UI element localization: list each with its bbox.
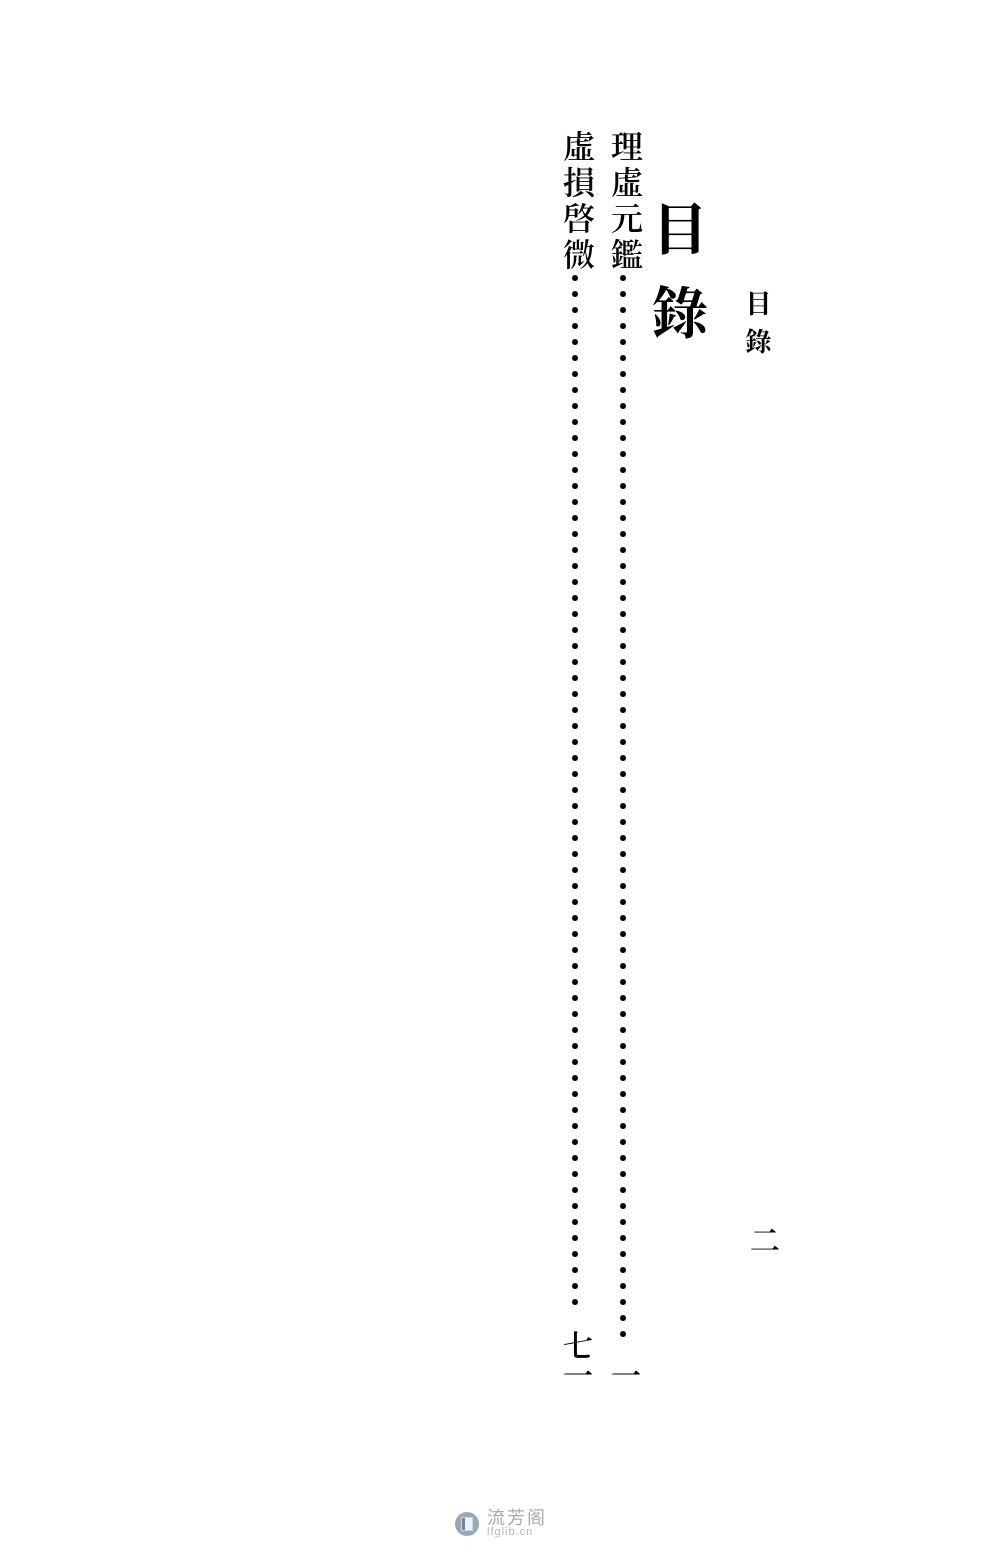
watermark-name: 流芳阁 <box>487 1509 547 1527</box>
page-number: 二 <box>750 1225 780 1255</box>
watermark: 流芳阁 lfglib.cn <box>455 1509 547 1538</box>
toc-entry-title: 理虛元鑑 <box>604 130 650 274</box>
dot-leader <box>572 275 578 1325</box>
dot-leader <box>620 275 626 1355</box>
watermark-text: 流芳阁 lfglib.cn <box>487 1509 547 1538</box>
toc-entry: 理虛元鑑 一 <box>604 130 642 1390</box>
toc-entry-page: 七一 <box>556 1330 600 1390</box>
toc-entry-title: 虛損啓微 <box>556 130 602 274</box>
book-icon <box>455 1512 479 1536</box>
toc-entry: 虛損啓微 七一 <box>556 130 594 1390</box>
toc-entry-page: 一 <box>604 1360 648 1390</box>
page-title: 目錄 <box>652 200 708 368</box>
section-label: 目錄 <box>745 290 771 366</box>
watermark-url: lfglib.cn <box>487 1527 547 1538</box>
document-page: 目錄 目錄 二 理虛元鑑 一 虛損啓微 七一 流芳阁 lfglib.cn <box>0 0 1002 1552</box>
